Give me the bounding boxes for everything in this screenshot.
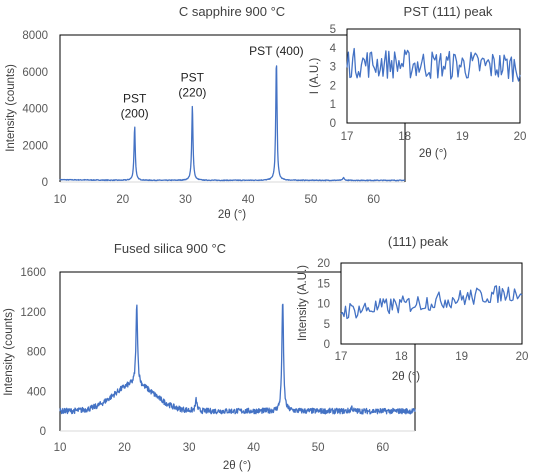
x-tick-labels: 10 20 30 40 50 60 (54, 442, 390, 454)
y-tick-label: 800 (27, 347, 46, 359)
chart-title: C sapphire 900 °C (179, 4, 285, 19)
plot-frame (59, 271, 416, 431)
x-tick-label: 20 (514, 131, 527, 143)
x-tick-label: 60 (376, 442, 389, 454)
x-tick-labels: 17 18 19 20 (341, 131, 527, 143)
x-tick-label: 40 (242, 194, 255, 206)
y-tick-label: 8000 (22, 30, 48, 42)
x-tick-label: 10 (54, 194, 67, 206)
y-tick-label: 0 (324, 339, 330, 351)
x-axis-label: 2θ (°) (223, 460, 251, 472)
plot-frame (346, 28, 521, 124)
y-tick-label: 4000 (22, 104, 48, 116)
x-axis-label: 2θ (°) (218, 209, 246, 221)
x-axis-label: 2θ (°) (419, 148, 447, 160)
series-line (340, 285, 523, 320)
x-tick-label: 19 (456, 131, 469, 143)
y-tick-labels: 0 1 2 3 4 5 (330, 24, 337, 130)
y-tick-label: 3 (330, 62, 336, 74)
y-tick-label: 5 (324, 319, 330, 331)
y-tick-label: 6000 (22, 67, 48, 79)
x-tick-label: 20 (116, 194, 129, 206)
x-tick-label: 20 (118, 442, 131, 454)
peak-annotation: PST (400) (249, 44, 303, 58)
chart-111-inset: (111) peak 0 5 10 15 20 17 18 19 20 Intensity (… (297, 234, 528, 383)
x-tick-label: 10 (54, 442, 67, 454)
x-tick-label: 30 (183, 442, 196, 454)
y-tick-labels: 0 5 10 15 20 (317, 258, 330, 351)
y-axis-label: Intensity (counts) (3, 308, 15, 396)
x-tick-label: 60 (367, 194, 380, 206)
plot-frame (340, 262, 523, 345)
y-tick-label: 2 (330, 80, 336, 92)
peak-annotations: PST (200) PST (220) PST (400) (121, 44, 304, 120)
x-tick-label: 50 (312, 442, 325, 454)
y-tick-label: 0 (330, 118, 336, 130)
y-tick-label: 0 (42, 177, 48, 189)
y-tick-labels: 0 2000 4000 6000 8000 (22, 30, 48, 189)
y-tick-labels: 0 400 800 1200 1600 (20, 267, 46, 438)
x-tick-label: 40 (247, 442, 260, 454)
x-tick-label: 19 (455, 351, 468, 363)
y-tick-label: 10 (317, 299, 330, 311)
series-line (59, 303, 416, 415)
y-tick-label: 0 (40, 426, 46, 438)
y-tick-label: 2000 (22, 140, 48, 152)
y-axis-label: Intensity (counts) (5, 64, 17, 152)
x-tick-labels: 17 18 19 20 (335, 351, 529, 363)
y-tick-label: 1 (330, 99, 336, 111)
x-tick-label: 20 (516, 351, 529, 363)
y-tick-label: 1200 (20, 307, 46, 319)
x-tick-labels: 10 20 30 40 50 60 (54, 194, 380, 206)
series-line (59, 65, 406, 182)
x-tick-label: 30 (179, 194, 192, 206)
peak-annotation: PST (200) (121, 92, 149, 121)
chart-title: Fused silica 900 °C (114, 241, 226, 256)
series-line (346, 47, 521, 83)
y-tick-label: 20 (317, 258, 330, 270)
chart-title: (111) peak (388, 234, 449, 249)
y-axis-label: Intensity (A.U.) (297, 265, 309, 341)
peak-annotation: PST (220) (178, 71, 206, 100)
x-tick-label: 17 (341, 131, 354, 143)
x-tick-label: 17 (335, 351, 348, 363)
y-tick-label: 400 (27, 386, 46, 398)
y-tick-label: 4 (330, 43, 337, 55)
y-tick-label: 5 (330, 24, 336, 36)
y-tick-label: 15 (317, 278, 330, 290)
x-tick-label: 18 (398, 131, 411, 143)
x-tick-label: 50 (305, 194, 318, 206)
chart-title: PST (111) peak (404, 4, 493, 19)
x-axis-label: 2θ (°) (392, 371, 420, 383)
y-axis-label: I (A.U.) (309, 58, 321, 95)
y-tick-label: 1600 (20, 267, 46, 279)
x-tick-label: 18 (395, 351, 408, 363)
